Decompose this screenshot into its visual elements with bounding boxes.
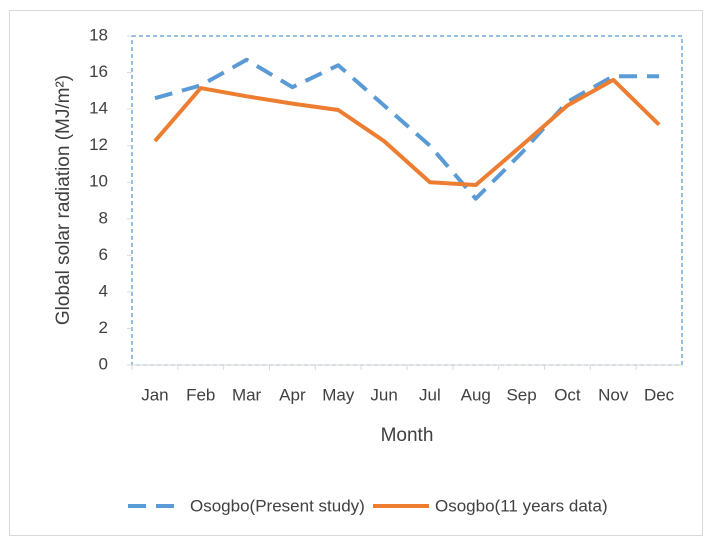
y-tick-label: 12 (89, 135, 108, 154)
series-line (154, 57, 660, 201)
series-line (153, 77, 661, 187)
y-tick-label: 0 (99, 354, 108, 373)
x-tick-label: Aug (461, 385, 491, 404)
y-axis-title: Global solar radiation (MJ/m²) (53, 75, 74, 325)
y-tick-label: 8 (99, 208, 108, 227)
x-tick-label: Jul (419, 385, 441, 404)
y-tick-label: 16 (89, 62, 108, 81)
x-tick-label: Jun (370, 385, 397, 404)
legend-label: Osogbo(Present study) (190, 496, 365, 515)
x-tick-label: Feb (186, 385, 215, 404)
x-tick-label: Sep (506, 385, 536, 404)
y-tick-label: 4 (99, 281, 108, 300)
y-tick-label: 18 (89, 25, 108, 44)
x-tick-label: Jan (141, 385, 168, 404)
plot-area (131, 35, 683, 366)
x-tick-label: Mar (232, 385, 262, 404)
chart-border (9, 10, 703, 536)
x-tick-label: Nov (598, 385, 629, 404)
y-tick-label: 14 (89, 99, 108, 118)
x-tick-label: Oct (554, 385, 581, 404)
y-tick-label: 10 (89, 172, 108, 191)
legend-label: Osogbo(11 years data) (435, 496, 608, 515)
x-tick-label: Dec (644, 385, 675, 404)
y-tick-label: 6 (99, 245, 108, 264)
x-tick-label: Apr (279, 385, 306, 404)
y-tick-label: 2 (99, 318, 108, 337)
x-tick-label: May (322, 385, 355, 404)
x-axis-title: Month (381, 425, 434, 446)
